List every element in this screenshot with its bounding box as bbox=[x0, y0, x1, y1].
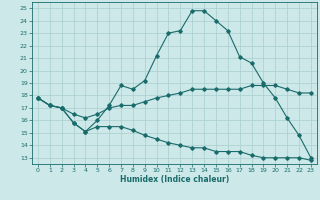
X-axis label: Humidex (Indice chaleur): Humidex (Indice chaleur) bbox=[120, 175, 229, 184]
